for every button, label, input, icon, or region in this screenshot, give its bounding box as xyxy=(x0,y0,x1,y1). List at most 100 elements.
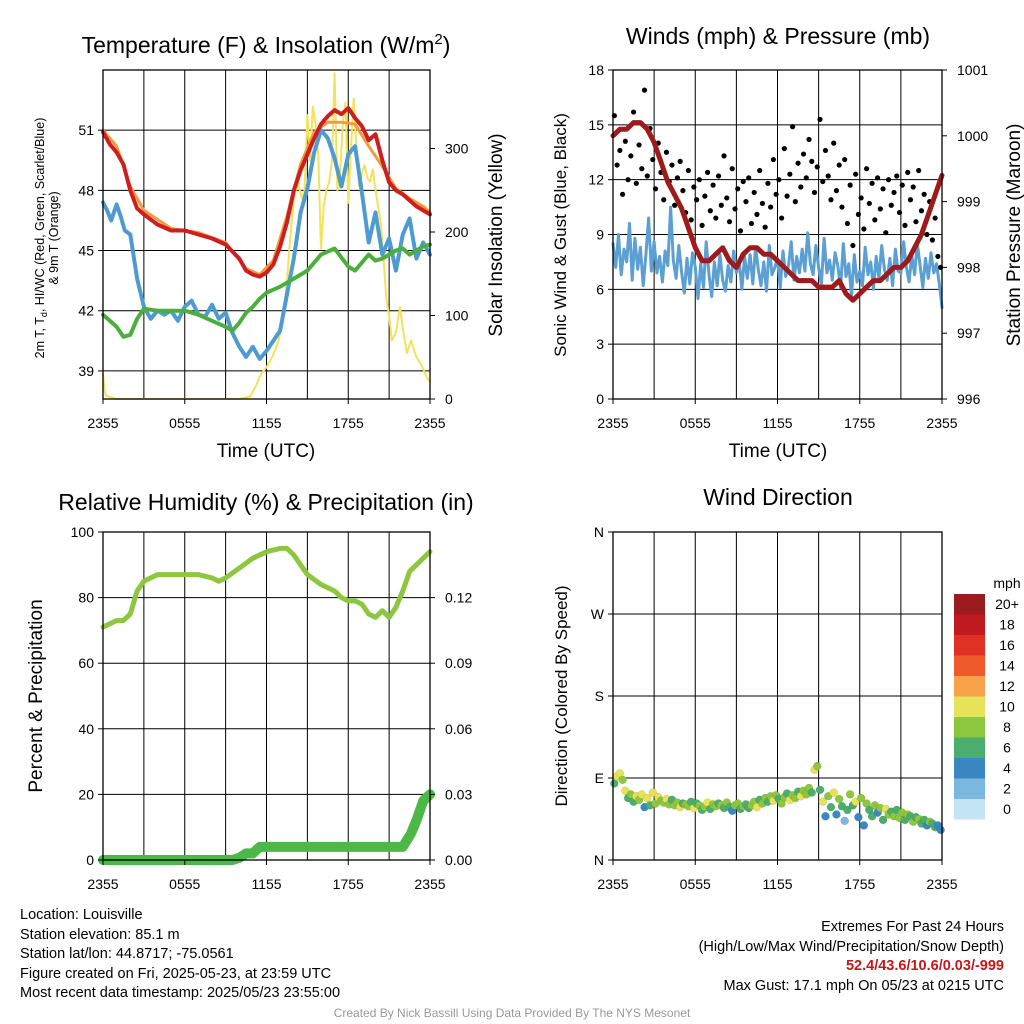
wind-direction-point xyxy=(936,825,945,835)
wind-direction-point xyxy=(826,802,836,812)
colorbar-swatch xyxy=(954,614,985,635)
winds-grid xyxy=(613,70,942,399)
gust-point xyxy=(633,180,639,186)
gust-point xyxy=(918,208,925,214)
gust-point xyxy=(694,197,700,203)
y2-tick-label: 999 xyxy=(957,194,981,210)
humidity-y-axis-label: Percent & Precipitation xyxy=(26,599,47,792)
insolation-y-axis-label: Solar Insolation (Yellow) xyxy=(486,133,507,336)
dewpoint-green-line xyxy=(101,242,432,339)
gust-point xyxy=(935,253,941,260)
colorbar-swatch xyxy=(954,696,985,717)
y2-tick-label: 0.03 xyxy=(445,786,472,802)
gust-point xyxy=(644,173,650,179)
gust-point xyxy=(688,217,694,223)
colorbar-swatch xyxy=(954,676,985,697)
gust-point xyxy=(650,156,656,163)
temperature-y-axis-label: 2m T, Td, HI/WC (Red, Green, Scarlet/Blu… xyxy=(33,118,49,359)
gust-point xyxy=(800,151,807,157)
gust-point xyxy=(773,191,779,197)
gust-point xyxy=(641,87,648,93)
wind-direction-y-axis-label: Direction (Colored By Speed) xyxy=(552,585,571,806)
gust-point xyxy=(639,166,645,172)
gust-point xyxy=(864,166,870,172)
colorbar-label: 8 xyxy=(1003,719,1011,735)
y-tick-label: 3 xyxy=(596,336,604,352)
x-tick-label: 2355 xyxy=(87,415,118,431)
gust-point xyxy=(877,206,883,212)
gust-point xyxy=(929,237,936,243)
colorbar-label: 6 xyxy=(1003,740,1011,756)
gust-point xyxy=(921,191,927,197)
temperature-insolation-panel: Temperature (F) & Insolation (W/m2) 39 42… xyxy=(33,31,507,462)
colorbar-label: 10 xyxy=(999,699,1015,715)
x-tick-label: 1755 xyxy=(844,415,875,431)
gust-point xyxy=(614,162,620,168)
gust-point xyxy=(787,171,793,177)
gust-point xyxy=(905,169,911,175)
gust-point xyxy=(628,153,634,159)
x-tick-label: 2355 xyxy=(597,876,628,892)
gust-point xyxy=(902,222,908,228)
gust-point xyxy=(746,175,752,181)
wind-direction-point xyxy=(845,790,855,799)
relative-humidity-line xyxy=(100,545,433,630)
gust-point xyxy=(636,142,642,148)
colorbar-label: 4 xyxy=(1003,760,1011,776)
gust-point xyxy=(866,200,872,207)
x-tick-label: 1155 xyxy=(762,876,792,892)
gust-point xyxy=(858,195,864,201)
y2-tick-label: 0.00 xyxy=(445,852,472,868)
gust-point xyxy=(891,189,897,196)
gust-point xyxy=(855,211,861,217)
gust-point xyxy=(680,188,686,194)
gust-point xyxy=(789,124,796,130)
x-tick-label: 2355 xyxy=(926,876,957,892)
y-tick-label: S xyxy=(595,688,604,704)
colorbar-swatch xyxy=(954,594,985,615)
y-tick-label: 80 xyxy=(78,590,94,606)
colorbar-label: 0 xyxy=(1003,801,1011,817)
y2-tick-label: 0.12 xyxy=(445,590,472,606)
wind-direction-point xyxy=(618,775,627,785)
colorbar-swatch xyxy=(954,717,985,738)
wind-direction-point xyxy=(643,793,652,803)
gust-point xyxy=(652,186,659,192)
gust-point xyxy=(861,226,867,232)
gust-point xyxy=(779,215,785,221)
gust-point xyxy=(869,180,875,186)
x-tick-label: 0555 xyxy=(169,415,200,431)
wind-direction-point xyxy=(878,815,888,825)
gust-point xyxy=(850,242,856,249)
gust-point xyxy=(754,211,760,217)
y2-tick-label: 1000 xyxy=(957,128,988,144)
y2-tick-label: 996 xyxy=(957,391,981,407)
temperature-chart-title: Temperature (F) & Insolation (W/m2) xyxy=(82,31,451,58)
gust-point xyxy=(880,186,886,192)
gust-point xyxy=(672,202,678,208)
solar-insolation-line xyxy=(102,72,431,400)
y2-tick-label: 0.06 xyxy=(445,721,472,737)
y2-tick-label: 0 xyxy=(445,391,453,407)
gust-point xyxy=(885,177,892,183)
gust-point xyxy=(828,197,834,203)
gust-point xyxy=(765,180,771,186)
colorbar-swatch xyxy=(954,655,985,676)
gust-point xyxy=(798,184,804,190)
gust-point xyxy=(907,197,914,203)
gust-point xyxy=(715,173,722,179)
credit-line: Created By Nick Bassill Using Data Provi… xyxy=(333,1006,691,1020)
gust-point xyxy=(806,136,812,143)
y2-tick-label: 997 xyxy=(957,325,981,341)
gust-point xyxy=(762,224,768,230)
y-tick-label: 12 xyxy=(588,172,604,188)
gust-point xyxy=(729,166,735,172)
wind-direction-point xyxy=(821,812,830,821)
gust-point xyxy=(707,208,713,214)
y2-tick-label: 0.09 xyxy=(445,655,472,671)
gust-point xyxy=(737,228,744,234)
gust-point xyxy=(883,230,889,236)
extremes-title: Extremes For Past 24 Hours xyxy=(821,919,1004,935)
x-tick-label: 0555 xyxy=(680,415,711,431)
